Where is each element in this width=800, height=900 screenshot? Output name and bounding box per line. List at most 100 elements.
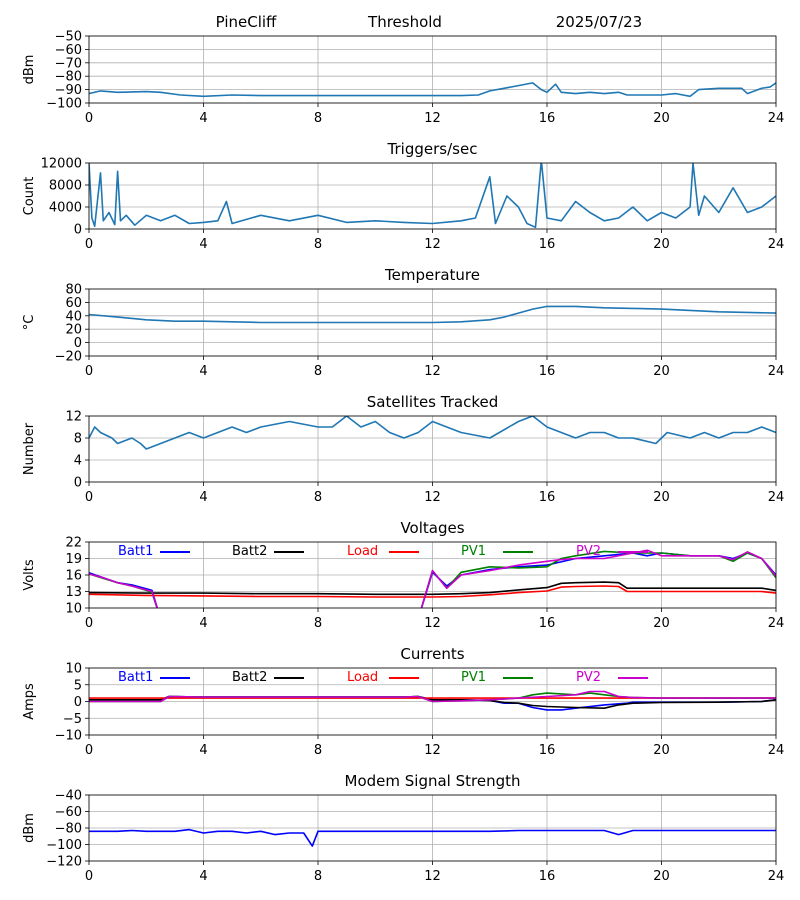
currents-xtick-label: 8 (314, 743, 322, 758)
voltages-xtick-label: 8 (314, 616, 322, 631)
header-date: 2025/07/23 (556, 13, 642, 31)
currents-series-pv2 (89, 690, 776, 703)
voltages-xtick-label: 0 (85, 616, 93, 631)
currents-ylabel: Amps (22, 683, 37, 720)
voltages-series-pv2 (89, 549, 776, 608)
triggers-ytick-label: 12000 (41, 157, 82, 172)
voltages-ytick-label: 13 (65, 585, 82, 600)
voltages-axes-frame (88, 541, 777, 609)
satellites-ytick-label: 0 (74, 476, 82, 491)
noise-ytick-label: −50 (55, 30, 82, 45)
voltages-ytick-label: 22 (65, 536, 82, 551)
voltages-ytick-label: 19 (65, 552, 82, 567)
currents-legend-label-batt2: Batt2 (232, 670, 267, 685)
triggers-axes-frame (88, 162, 777, 230)
modem-xtick-label: 20 (653, 869, 670, 884)
modem-ytick-label: −120 (46, 855, 82, 870)
satellites-series-line (89, 416, 776, 450)
satellites-xtick-label: 0 (85, 490, 93, 505)
satellites-xtick-label: 24 (768, 490, 785, 505)
temperature-title: Temperature (384, 266, 480, 284)
voltages-legend-label-batt1: Batt1 (118, 544, 153, 559)
triggers-ytick-label: 8000 (49, 179, 82, 194)
voltages-xtick-label: 4 (199, 616, 207, 631)
voltages-ytick-label: 16 (65, 569, 82, 584)
triggers-title: Triggers/sec (387, 140, 478, 158)
currents-xtick-label: 0 (85, 743, 93, 758)
temperature-xtick-label: 20 (653, 364, 670, 379)
voltages-title: Voltages (400, 519, 464, 537)
voltages-ytick-label: 10 (65, 602, 82, 617)
voltages-legend-label-pv1: PV1 (461, 544, 486, 559)
triggers-series-line (89, 163, 776, 229)
noise-axes-frame (88, 35, 777, 104)
noise-ytick-label: −90 (55, 83, 82, 98)
currents-ytick-label: 5 (74, 678, 82, 693)
triggers-xtick-label: 4 (199, 237, 207, 252)
voltages-xtick-label: 12 (424, 616, 441, 631)
satellites-ytick-label: 4 (74, 454, 82, 469)
voltages-ylabel: Volts (22, 559, 37, 591)
satellites-xtick-label: 16 (539, 490, 556, 505)
header-site: PineCliff (216, 13, 277, 31)
triggers-xtick-label: 0 (85, 237, 93, 252)
currents-legend-label-pv2: PV2 (576, 670, 601, 685)
currents-legend-label-load: Load (347, 670, 378, 685)
temperature-ytick-label: 80 (65, 283, 82, 298)
currents-xtick-label: 24 (768, 743, 785, 758)
satellites-ytick-label: 12 (65, 410, 82, 425)
triggers-xtick-label: 8 (314, 237, 322, 252)
noise-xtick-label: 0 (85, 111, 93, 126)
modem-ytick-label: −40 (55, 789, 82, 804)
noise-xtick-label: 20 (653, 111, 670, 126)
modem-axes-frame (88, 794, 777, 862)
temperature-ylabel: °C (22, 315, 37, 331)
temperature-xtick-label: 4 (199, 364, 207, 379)
triggers-xtick-label: 12 (424, 237, 441, 252)
modem-xtick-label: 12 (424, 869, 441, 884)
modem-xtick-label: 4 (199, 869, 207, 884)
modem-xtick-label: 24 (768, 869, 785, 884)
modem-ytick-label: −100 (46, 838, 82, 853)
header-mode: Threshold (367, 13, 442, 31)
triggers-ylabel: Count (22, 177, 37, 216)
currents-xtick-label: 16 (539, 743, 556, 758)
temperature-ytick-label: 60 (65, 296, 82, 311)
voltages-legend-label-batt2: Batt2 (232, 544, 267, 559)
currents-ytick-label: −5 (63, 712, 82, 727)
temperature-ytick-label: 40 (65, 309, 82, 324)
currents-xtick-label: 20 (653, 743, 670, 758)
voltages-xtick-label: 24 (768, 616, 785, 631)
satellites-ytick-label: 8 (74, 432, 82, 447)
temperature-axes-frame (88, 288, 777, 357)
triggers-xtick-label: 20 (653, 237, 670, 252)
satellites-xtick-label: 4 (199, 490, 207, 505)
currents-legend-label-pv1: PV1 (461, 670, 486, 685)
temperature-series-line (89, 305, 776, 324)
temperature-xtick-label: 12 (424, 364, 441, 379)
currents-axes-frame (88, 667, 777, 736)
triggers-ytick-label: 4000 (49, 201, 82, 216)
noise-ylabel: dBm (22, 55, 37, 85)
temperature-ytick-label: −20 (55, 350, 82, 365)
voltages-series-load (89, 585, 776, 598)
satellites-xtick-label: 20 (653, 490, 670, 505)
noise-ytick-label: −100 (46, 97, 82, 112)
voltages-xtick-label: 16 (539, 616, 556, 631)
voltages-xtick-label: 20 (653, 616, 670, 631)
modem-xtick-label: 0 (85, 869, 93, 884)
voltages-legend-label-load: Load (347, 544, 378, 559)
modem-xtick-label: 8 (314, 869, 322, 884)
satellites-title: Satellites Tracked (367, 393, 498, 411)
noise-ytick-label: −60 (55, 43, 82, 58)
temperature-xtick-label: 16 (539, 364, 556, 379)
currents-title: Currents (400, 645, 464, 663)
modem-ytick-label: −80 (55, 822, 82, 837)
currents-xtick-label: 12 (424, 743, 441, 758)
temperature-ytick-label: 0 (74, 336, 82, 351)
triggers-xtick-label: 24 (768, 237, 785, 252)
noise-series-line (89, 82, 776, 98)
modem-xtick-label: 16 (539, 869, 556, 884)
